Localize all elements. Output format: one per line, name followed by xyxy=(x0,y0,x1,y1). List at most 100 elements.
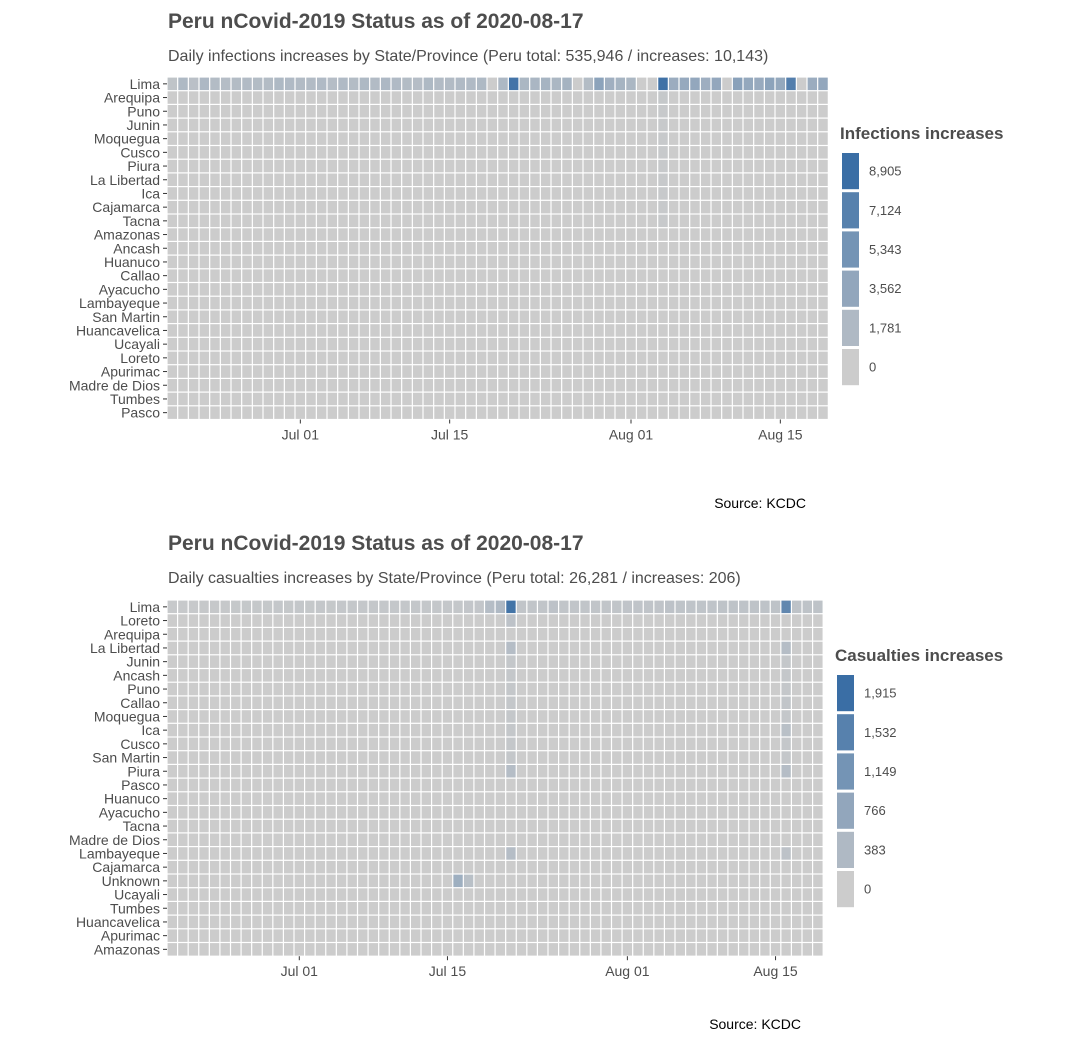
heatmap-cell xyxy=(792,723,802,737)
heatmap-cell xyxy=(315,915,326,929)
heatmap-cell xyxy=(700,200,711,214)
heatmap-cell xyxy=(316,379,327,392)
heatmap-cell xyxy=(548,943,558,956)
legend-key xyxy=(842,231,859,268)
heatmap-cell xyxy=(412,310,423,323)
heatmap-cell xyxy=(770,682,781,696)
heatmap-cell xyxy=(231,819,241,833)
heatmap-cell xyxy=(732,228,743,241)
heatmap-cell xyxy=(612,751,622,764)
heatmap-cell xyxy=(432,833,442,846)
heatmap-cell xyxy=(474,655,484,668)
heatmap-cell xyxy=(743,392,754,406)
heatmap-cell xyxy=(434,91,444,104)
heatmap-cell xyxy=(178,751,188,764)
heatmap-cell xyxy=(760,847,770,860)
heatmap-cell xyxy=(463,929,474,942)
heatmap-cell xyxy=(792,943,802,956)
heatmap-cell xyxy=(760,915,770,929)
heatmap-cell xyxy=(562,310,572,323)
heatmap-cell xyxy=(717,696,728,709)
heatmap-cell xyxy=(696,696,707,709)
heatmap-cell xyxy=(262,655,273,668)
heatmap-cell xyxy=(167,146,178,159)
heatmap-cell xyxy=(315,860,326,874)
heatmap-cell xyxy=(722,173,732,186)
heatmap-cell xyxy=(604,214,615,228)
heatmap-cell xyxy=(368,628,379,641)
heatmap-cell xyxy=(764,379,775,392)
heatmap-cell xyxy=(707,778,717,792)
heatmap-cell xyxy=(569,641,580,655)
heatmap-cell xyxy=(370,105,380,118)
heatmap-cell xyxy=(263,105,274,118)
heatmap-cell xyxy=(274,159,284,173)
heatmap-cell xyxy=(781,806,791,819)
heatmap-cell xyxy=(294,614,304,627)
heatmap-cell xyxy=(594,214,604,228)
heatmap-cell xyxy=(786,132,796,145)
heatmap-cell xyxy=(263,228,274,241)
heatmap-cell xyxy=(626,406,636,419)
heatmap-cell xyxy=(391,379,402,392)
heatmap-cell xyxy=(487,173,498,186)
heatmap-cell xyxy=(442,628,453,641)
heatmap-cell xyxy=(391,77,402,91)
heatmap-cell xyxy=(508,310,519,323)
heatmap-cell xyxy=(612,888,622,901)
heatmap-cell xyxy=(711,105,722,118)
heatmap-cell xyxy=(796,118,807,132)
heatmap-cell xyxy=(717,765,728,778)
heatmap-cell xyxy=(615,242,626,255)
heatmap-cell xyxy=(615,91,626,104)
heatmap-cell xyxy=(590,847,601,860)
heatmap-cell xyxy=(665,710,675,723)
heatmap-cell xyxy=(487,269,498,282)
y-tick-label: Arequipa xyxy=(104,626,160,642)
heatmap-cell xyxy=(242,337,252,351)
heatmap-cell xyxy=(792,600,802,614)
heatmap-cell xyxy=(188,365,199,378)
heatmap-cell xyxy=(274,77,284,91)
heatmap-cell xyxy=(421,669,431,682)
heatmap-cell xyxy=(551,77,562,91)
heatmap-cell xyxy=(412,173,423,186)
heatmap-cell xyxy=(590,655,601,668)
heatmap-cell xyxy=(411,723,421,737)
heatmap-cell xyxy=(728,943,738,956)
heatmap-cell xyxy=(379,628,389,641)
heatmap-cell xyxy=(453,696,463,709)
heatmap-cell xyxy=(569,628,580,641)
heatmap-cell xyxy=(717,833,728,846)
heatmap-cell xyxy=(210,379,220,392)
heatmap-cell xyxy=(612,943,622,956)
plot-area xyxy=(167,600,802,957)
heatmap-cell xyxy=(813,778,823,792)
heatmap-cell xyxy=(770,819,781,833)
heatmap-cell xyxy=(284,751,294,764)
heatmap-cell xyxy=(167,641,177,655)
heatmap-cell xyxy=(728,737,738,751)
heatmap-cell xyxy=(583,200,594,214)
heatmap-cell xyxy=(444,118,455,132)
heatmap-cell xyxy=(306,283,316,296)
heatmap-cell xyxy=(455,91,466,104)
heatmap-cell xyxy=(421,792,431,805)
heatmap-cell xyxy=(442,669,453,682)
heatmap-cell xyxy=(252,874,262,888)
heatmap-cell xyxy=(391,296,402,310)
heatmap-cell xyxy=(679,187,690,200)
heatmap-cell xyxy=(423,406,434,419)
heatmap-cell xyxy=(167,159,178,173)
heatmap-cell xyxy=(348,200,359,214)
heatmap-cell xyxy=(516,655,527,668)
heatmap-cell xyxy=(622,806,633,819)
heatmap-cell xyxy=(754,214,764,228)
heatmap-cell xyxy=(786,324,796,337)
heatmap-cell xyxy=(679,269,690,282)
heatmap-cell xyxy=(495,614,506,627)
heatmap-cell xyxy=(796,255,807,269)
heatmap-cell xyxy=(572,200,583,214)
heatmap-cell xyxy=(199,118,210,132)
heatmap-cell xyxy=(626,255,636,269)
